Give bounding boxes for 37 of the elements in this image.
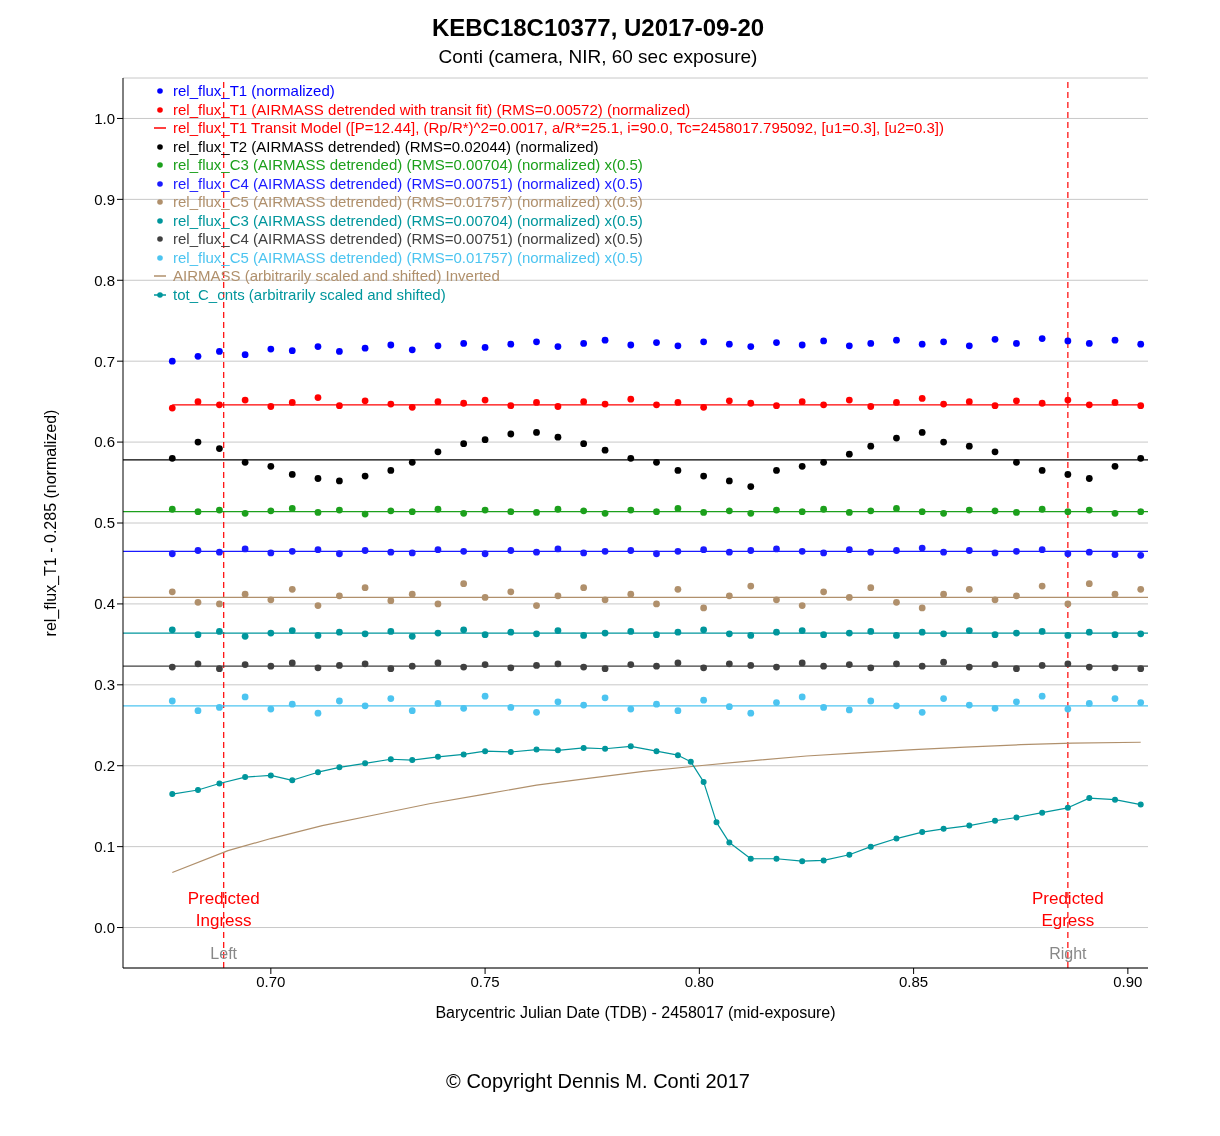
- chart-title: KEBC18C10377, U2017-09-20: [430, 13, 766, 42]
- x-tick-label: 0.90: [1113, 972, 1143, 990]
- x-tick-label: 0.80: [684, 972, 714, 990]
- legend-label: AIRMASS (arbitrarily scaled and shifted) Inverted: [173, 267, 500, 286]
- annotation: Right: [1049, 945, 1088, 963]
- text: rel_flux_C4 (AIRMASS detrended) (RMS=0.00751) (normalized) x(0.5): [173, 230, 643, 249]
- y-tick-label: 0.4: [94, 595, 115, 613]
- x-tick-label: 0.70: [256, 972, 286, 990]
- legend-label: tot_C_cnts (arbitrarily scaled and shifted): [173, 285, 446, 304]
- x-tick-label: 0.85: [899, 972, 929, 990]
- ref-line-label: Predicted Ingress: [187, 889, 260, 930]
- y-tick-label: 0.8: [94, 271, 115, 289]
- text: rel_flux_C3 (AIRMASS detrended) (RMS=0.00704) (normalized) x(0.5): [173, 156, 643, 175]
- text: rel_flux_T1 (normalized): [173, 82, 335, 101]
- y-tick-label: 1.0: [94, 109, 115, 127]
- annotation: Left: [210, 945, 238, 963]
- y-tick-label: 0.7: [94, 352, 115, 370]
- ref-line-label: Predicted Egress: [1031, 889, 1104, 930]
- y-tick-label: 0.6: [94, 433, 115, 451]
- text: rel_flux_C5 (AIRMASS detrended) (RMS=0.01757) (normalized) x(0.5): [173, 193, 643, 212]
- text: © Copyright Dennis M. Conti 2017: [445, 1070, 751, 1093]
- y-tick-label: 0.2: [94, 757, 115, 775]
- y-tick-label: 0.5: [94, 514, 115, 532]
- x-tick-label: 0.75: [470, 972, 500, 990]
- y-axis-title: rel_flux_T1 - 0.285 (normalized): [41, 409, 60, 637]
- y-tick-label: 0.3: [94, 676, 115, 694]
- text: rel_flux_C3 (AIRMASS detrended) (RMS=0.00704) (normalized) x(0.5): [173, 211, 643, 230]
- y-tick-label: 0.9: [94, 190, 115, 208]
- x-axis-title: Barycentric Julian Date (TDB) - 2458017 (mid-exposure): [435, 1004, 836, 1021]
- text: rel_flux_C4 (AIRMASS detrended) (RMS=0.00751) (normalized) x(0.5): [173, 174, 643, 193]
- text: rel_flux_C5 (AIRMASS detrended) (RMS=0.01757) (normalized) x(0.5): [173, 248, 643, 267]
- legend-label: rel_flux_T1 Transit Model ([P=12.44], (Rp/R*)^2=0.0017, a/R*=25.1, i=90.0, Tc=2458017.795092, [u1=0.3], [u2=0.3]): [173, 119, 945, 138]
- chart-subtitle: Conti (camera, NIR, 60 sec exposure): [437, 46, 759, 68]
- text: rel_flux_T1 (AIRMASS detrended with transit fit) (RMS=0.00572) (normalized): [173, 100, 691, 119]
- y-tick-label: 0.0: [94, 918, 115, 936]
- y-tick-label: 0.1: [94, 837, 115, 855]
- text: rel_flux_T2 (AIRMASS detrended) (RMS=0.02044) (normalized): [173, 137, 599, 156]
